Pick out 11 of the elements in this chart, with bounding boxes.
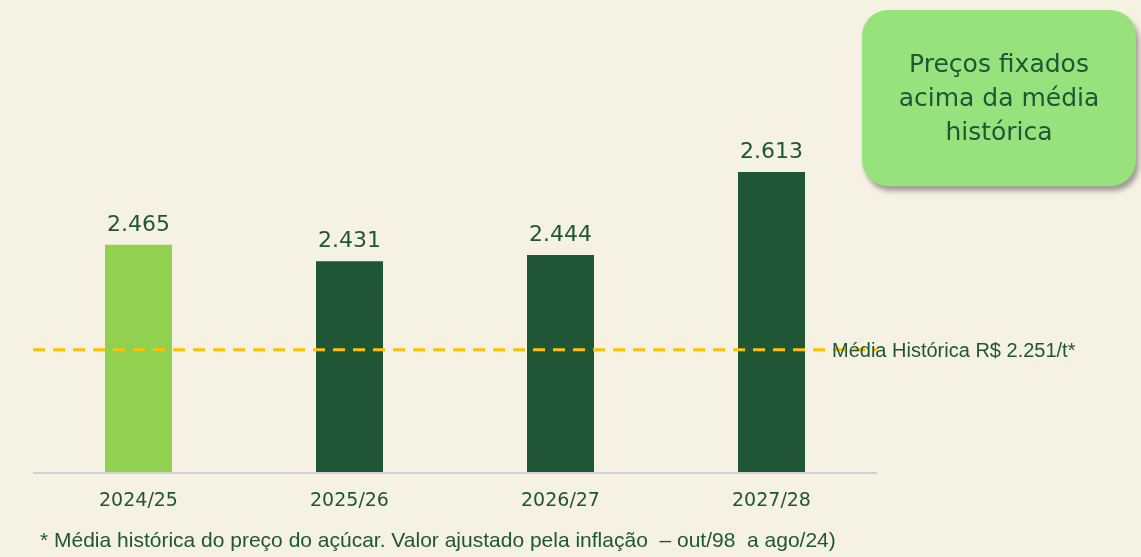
x-tick-label: 2024/25	[99, 488, 178, 511]
callout-box: Preços fixados acima da média histórica	[862, 10, 1136, 186]
data-label: 2.431	[318, 227, 381, 253]
x-tick-label: 2027/28	[732, 488, 811, 511]
data-label: 2.465	[107, 210, 170, 236]
text: * Média histórica do preço do açúcar. Valor ajustado pela inflação – out/98 a ago/24)	[40, 528, 836, 552]
data-label: 2.613	[740, 138, 803, 163]
x-tick-label: 2026/27	[521, 488, 600, 511]
data-label: 2.444	[529, 220, 592, 246]
x-tick-label: 2025/26	[310, 488, 389, 511]
ref-line-label: Média Histórica R$ 2.251/t*	[832, 338, 1076, 361]
